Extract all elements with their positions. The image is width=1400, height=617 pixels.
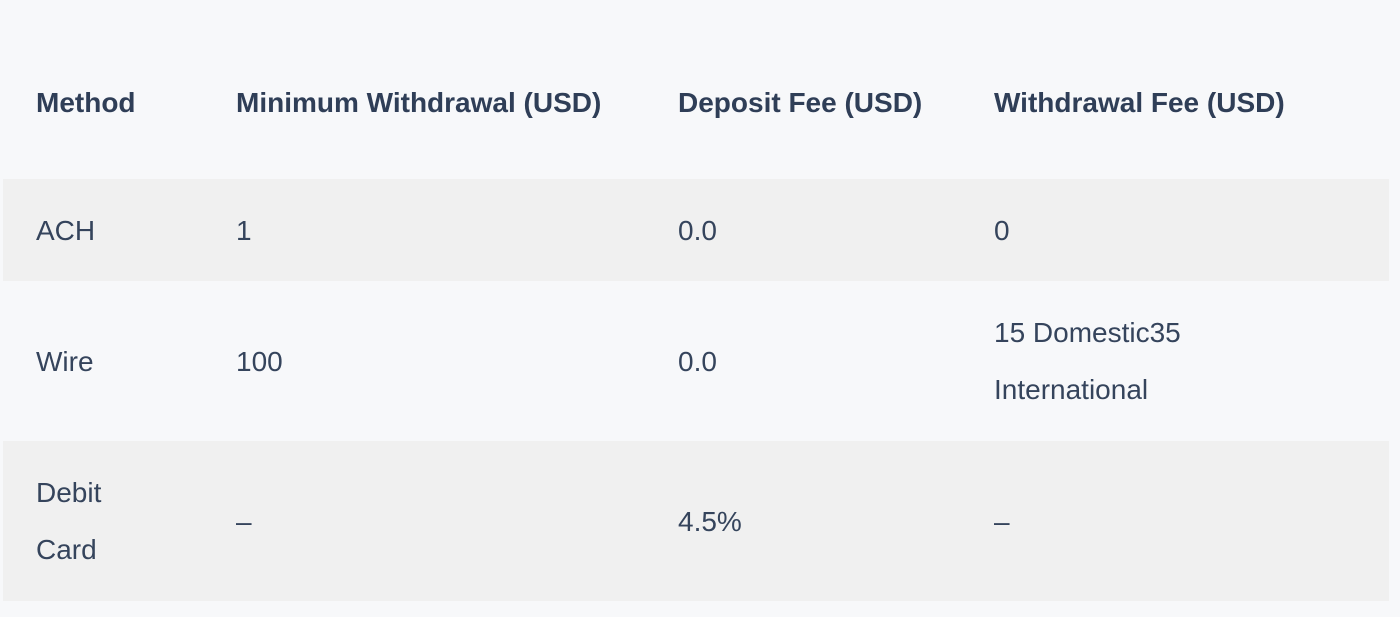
cell-deposit-fee: 0.0 [645,281,961,441]
table-row: Wire 100 0.0 15 Domestic35 International [3,281,1389,441]
cell-withdrawal-fee: 0 [961,179,1389,281]
cell-withdrawal-fee: 15 Domestic35 International [961,281,1389,441]
header-deposit-fee: Deposit Fee (USD) [678,87,923,118]
header-method: Method [36,87,136,118]
cell-minimum-withdrawal: 1 [203,179,645,281]
cell-minimum-withdrawal: 100 [203,281,645,441]
table-row: Debit Card – 4.5% – [3,441,1389,601]
table-row: ACH 1 0.0 0 [3,179,1389,281]
header-minimum-withdrawal: Minimum Withdrawal (USD) [236,87,602,118]
cell-withdrawal-fee: – [961,441,1389,601]
cell-deposit-fee: 4.5% [645,441,961,601]
fees-table: Method Minimum Withdrawal (USD) Deposit … [3,26,1389,601]
cell-method: ACH [3,179,203,281]
cell-method: Wire [3,281,203,441]
cell-minimum-withdrawal: – [203,441,645,601]
cell-deposit-fee: 0.0 [645,179,961,281]
header-withdrawal-fee: Withdrawal Fee (USD) [994,87,1285,118]
table-header-row: Method Minimum Withdrawal (USD) Deposit … [3,26,1389,179]
cell-method: Debit Card [3,441,203,601]
